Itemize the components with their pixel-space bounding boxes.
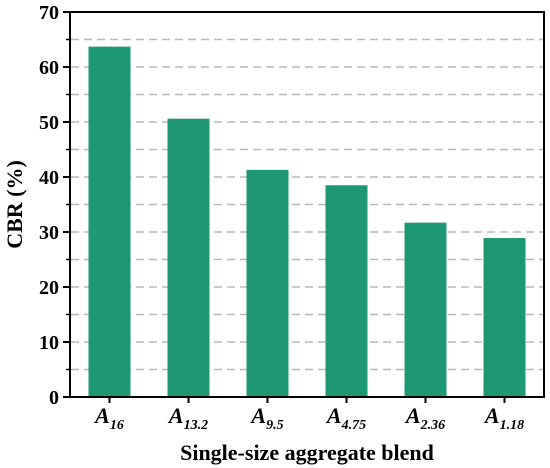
x-tick-label: A9.5 bbox=[249, 403, 283, 433]
axes bbox=[63, 11, 545, 403]
y-tick-label: 0 bbox=[49, 387, 59, 409]
y-tick-label: 50 bbox=[39, 112, 59, 134]
y-axis-label: CBR (%) bbox=[2, 160, 27, 249]
y-tick-label: 10 bbox=[39, 332, 59, 354]
bar bbox=[483, 238, 526, 397]
y-tick-label: 60 bbox=[39, 57, 59, 79]
y-tick-label: 70 bbox=[39, 2, 59, 24]
bar bbox=[325, 185, 368, 397]
bar bbox=[246, 169, 289, 397]
bar bbox=[404, 222, 447, 397]
x-tick-label: A1.18 bbox=[483, 403, 524, 433]
bar bbox=[167, 118, 210, 397]
x-tick-label: A13.2 bbox=[167, 403, 208, 433]
bar bbox=[88, 46, 131, 398]
x-tick-label: A16 bbox=[93, 403, 124, 433]
y-tick-label: 30 bbox=[39, 222, 59, 244]
bars bbox=[88, 46, 526, 398]
x-tick-labels: A16 A13.2 A9.5 A4.75 A2.36 A1.18 bbox=[93, 403, 524, 433]
x-axis-label: Single-size aggregate blend bbox=[180, 440, 434, 465]
y-tick-label: 20 bbox=[39, 277, 59, 299]
x-tick-label: A2.36 bbox=[404, 403, 445, 433]
y-tick-label: 40 bbox=[39, 167, 59, 189]
x-tick-label: A4.75 bbox=[325, 403, 366, 433]
grid-lines bbox=[71, 11, 543, 371]
y-tick-labels: 0 10 20 30 40 50 60 70 bbox=[39, 2, 59, 409]
